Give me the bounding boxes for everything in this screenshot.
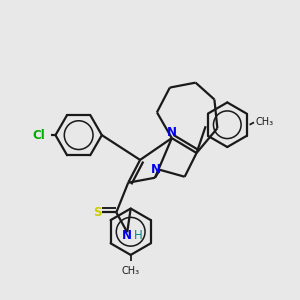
Text: CH₃: CH₃: [122, 266, 140, 276]
Text: Cl: Cl: [32, 129, 45, 142]
Text: N: N: [122, 229, 132, 242]
Text: H: H: [134, 229, 143, 242]
Text: CH₃: CH₃: [256, 117, 274, 127]
Text: N: N: [150, 163, 161, 176]
Text: S: S: [93, 206, 101, 219]
Text: N: N: [167, 126, 177, 139]
